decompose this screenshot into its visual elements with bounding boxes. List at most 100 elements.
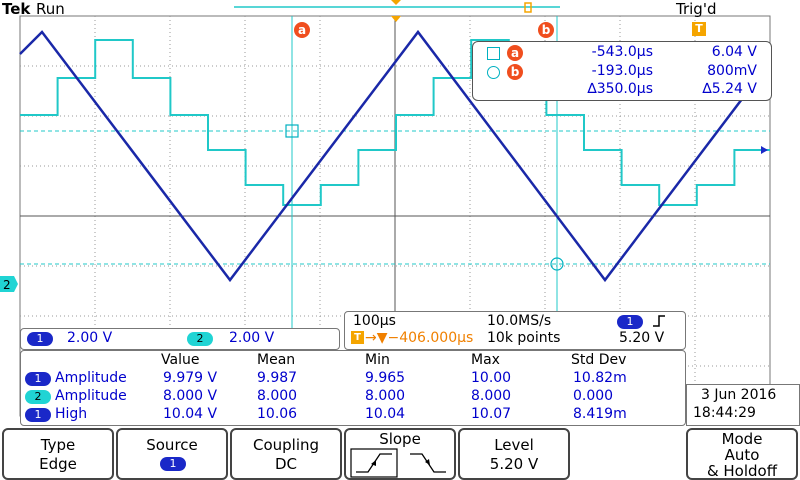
menu-level-label: Level xyxy=(494,436,534,454)
cursor-a-row: a -543.0µs 6.04 V xyxy=(473,44,771,63)
rising-slope-icon[interactable] xyxy=(350,448,398,478)
menu-mode-value: Auto xyxy=(724,446,760,464)
cursor-b-badge-icon: b xyxy=(507,64,523,80)
menu-coupling-value: DC xyxy=(274,455,298,473)
meas-header-max: Max xyxy=(471,352,500,368)
meas-mean: 10.06 xyxy=(257,406,298,422)
meas-name: High xyxy=(55,406,88,422)
menu-slope-label: Slope xyxy=(379,430,421,448)
meas-mean: 9.987 xyxy=(257,370,298,386)
datetime-display: 3 Jun 2016 18:44:29 xyxy=(686,384,800,426)
trigger-marker-label: T xyxy=(695,22,703,35)
cursor-a-readout-label: a xyxy=(510,46,520,60)
cursor-delta-row: ∆350.0µs ∆5.24 V xyxy=(473,81,771,100)
meas-mean: 8.000 xyxy=(257,388,298,404)
trigger-level-arrow[interactable] xyxy=(761,146,768,154)
meas-channel-badge: 1 xyxy=(25,408,51,422)
meas-header-min: Min xyxy=(365,352,390,368)
menu-source-button[interactable]: Source 1 xyxy=(116,428,228,480)
ch2-ground-label: 2 xyxy=(3,278,11,292)
cursor-b-readout-label: b xyxy=(510,65,520,79)
trigger-level-readout[interactable]: 5.20 V xyxy=(619,330,665,346)
menu-source-label: Source xyxy=(146,436,198,454)
meas-header-mean: Mean xyxy=(257,352,296,368)
ch1-waveform xyxy=(19,29,771,283)
ch2-ground-marker[interactable] xyxy=(0,276,18,292)
menu-slope-button[interactable]: Slope xyxy=(344,428,456,480)
meas-min: 10.04 xyxy=(365,406,406,422)
horizontal-trigger-readout: 100µs 10.0MS/s 1 T →▼−406.000µs 10k poin… xyxy=(344,311,686,350)
menu-mode-button[interactable]: Mode Auto & Holdoff xyxy=(686,428,798,480)
meas-std: 10.82m xyxy=(573,370,627,386)
menu-type-value: Edge xyxy=(39,455,77,473)
cursor-a-marker-icon[interactable]: a xyxy=(294,22,310,38)
ch2-scale[interactable]: 2.00 V xyxy=(229,330,275,346)
meas-header-std: Std Dev xyxy=(571,352,627,368)
trigger-t-icon: T xyxy=(351,331,364,344)
meas-name: Amplitude xyxy=(55,370,127,386)
cursor-b-time: -193.0µs xyxy=(591,63,653,79)
meas-header-value: Value xyxy=(161,352,200,368)
cursor-delta-time: ∆350.0µs xyxy=(587,81,653,97)
meas-value: 9.979 V xyxy=(163,370,218,386)
menu-mode-label: Mode xyxy=(721,430,763,448)
trigger-source-badge: 1 xyxy=(617,315,643,329)
meas-channel-badge: 1 xyxy=(25,372,51,386)
meas-max: 10.07 xyxy=(471,406,512,422)
trigger-marker-icon: T xyxy=(692,22,706,36)
record-length: 10k points xyxy=(487,330,561,346)
cursor-a-value: 6.04 V xyxy=(711,44,757,60)
menu-type-button[interactable]: Type Edge xyxy=(2,428,114,480)
cursor-b-point-icon xyxy=(550,257,564,271)
meas-std: 0.000 xyxy=(573,388,614,404)
trigger-status: Trig'd xyxy=(676,0,717,18)
menu-coupling-button[interactable]: Coupling DC xyxy=(230,428,342,480)
meas-min: 9.965 xyxy=(365,370,406,386)
ch2-badge[interactable]: 2 xyxy=(187,332,213,346)
cursor-a-badge-icon: a xyxy=(507,45,523,61)
table-row[interactable]: 2 Amplitude 8.000 V 8.000 8.000 8.000 0.… xyxy=(21,388,685,406)
meas-max: 10.00 xyxy=(471,370,512,386)
measurement-table: Value Mean Min Max Std Dev 1 Amplitude 9… xyxy=(20,350,686,426)
cursor-b-value: 800mV xyxy=(707,63,757,79)
menu-source-value: 1 xyxy=(160,457,186,471)
cursor-b-badge-label: b xyxy=(541,23,551,37)
horizontal-scale[interactable]: 100µs xyxy=(353,313,396,329)
meas-std: 8.419m xyxy=(573,406,627,422)
trigger-position-marker xyxy=(391,16,401,22)
circle-cursor-icon xyxy=(487,66,500,79)
brand-logo: Tek xyxy=(2,0,31,18)
menu-level-value: 5.20 V xyxy=(489,455,539,473)
cursor-b-row: b -193.0µs 800mV xyxy=(473,63,771,82)
time: 18:44:29 xyxy=(693,405,756,421)
meas-min: 8.000 xyxy=(365,388,406,404)
table-row[interactable]: 1 High 10.04 V 10.06 10.04 10.07 8.419m xyxy=(21,406,685,424)
date: 3 Jun 2016 xyxy=(701,387,777,403)
horizontal-position[interactable]: →▼−406.000µs xyxy=(365,330,474,346)
rising-edge-icon xyxy=(653,315,665,327)
acquisition-status: Run xyxy=(36,0,65,18)
trigger-t-icon-label: T xyxy=(354,332,361,343)
ch1-scale[interactable]: 2.00 V xyxy=(67,330,113,346)
meas-value: 8.000 V xyxy=(163,388,218,404)
square-cursor-icon xyxy=(487,47,500,60)
menu-type-label: Type xyxy=(40,436,76,454)
meas-name: Amplitude xyxy=(55,388,127,404)
ch1-badge[interactable]: 1 xyxy=(27,332,53,346)
falling-slope-icon[interactable] xyxy=(404,448,452,478)
cursor-b-marker-icon[interactable]: b xyxy=(538,22,554,38)
table-row[interactable]: 1 Amplitude 9.979 V 9.987 9.965 10.00 10… xyxy=(21,370,685,388)
cursor-a-badge-label: a xyxy=(297,23,307,37)
cursor-delta-value: ∆5.24 V xyxy=(702,81,757,97)
meas-max: 8.000 xyxy=(471,388,512,404)
menu-mode-holdoff: & Holdoff xyxy=(706,462,778,480)
meas-channel-badge: 2 xyxy=(25,390,51,404)
meas-value: 10.04 V xyxy=(163,406,218,422)
menu-coupling-label: Coupling xyxy=(252,436,320,454)
zoom-window-marker xyxy=(524,2,532,13)
cursor-readout: a -543.0µs 6.04 V b -193.0µs 800mV ∆350.… xyxy=(472,41,772,101)
menu-level-button[interactable]: Level 5.20 V xyxy=(458,428,570,480)
ch2-waveform xyxy=(20,39,770,206)
horizontal-position-indicator xyxy=(391,0,401,5)
